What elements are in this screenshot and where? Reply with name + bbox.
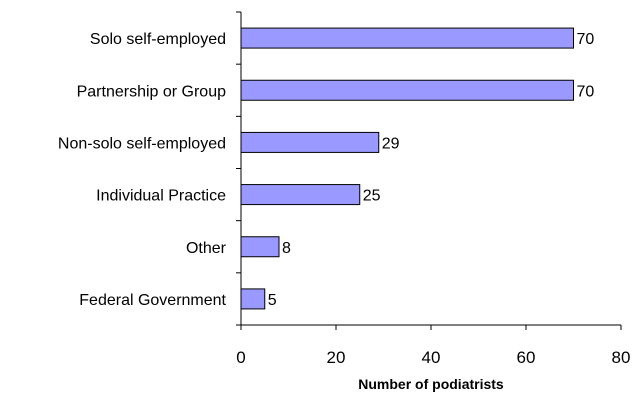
data-label-3: 25 — [363, 188, 381, 205]
category-label-4: Other — [186, 240, 227, 257]
x-tick-label-0: 0 — [236, 348, 245, 367]
category-label-2: Non-solo self-employed — [58, 135, 226, 152]
bar-5 — [240, 288, 266, 310]
bar-3 — [240, 184, 361, 206]
bar-4 — [240, 236, 280, 258]
data-labels: 70 70 29 25 8 5 — [268, 31, 595, 309]
bars-group — [240, 27, 574, 310]
x-tick-label-4: 80 — [612, 348, 631, 367]
category-labels: Solo self-employed Partnership or Group No… — [58, 31, 227, 309]
x-tick-label-3: 60 — [517, 348, 536, 367]
category-label-5: Federal Government — [79, 292, 226, 309]
data-label-0: 70 — [577, 31, 595, 48]
y-axis-ticks — [236, 11, 241, 326]
category-label-3: Individual Practice — [96, 188, 226, 205]
x-tick-label-2: 40 — [422, 348, 441, 367]
data-label-1: 70 — [577, 83, 595, 100]
category-label-1: Partnership or Group — [77, 83, 227, 100]
x-axis-title: Number of podiatrists — [358, 376, 504, 392]
data-label-4: 8 — [282, 240, 291, 257]
x-tick-label-1: 20 — [327, 348, 346, 367]
x-axis-ticks — [240, 325, 622, 330]
bar-1 — [240, 79, 574, 101]
category-label-0: Solo self-employed — [90, 31, 226, 48]
bar-0 — [240, 27, 574, 49]
x-tick-labels: 0 20 40 60 80 — [236, 348, 630, 367]
data-label-5: 5 — [268, 292, 277, 309]
data-label-2: 29 — [382, 135, 400, 152]
bar-2 — [240, 131, 380, 153]
